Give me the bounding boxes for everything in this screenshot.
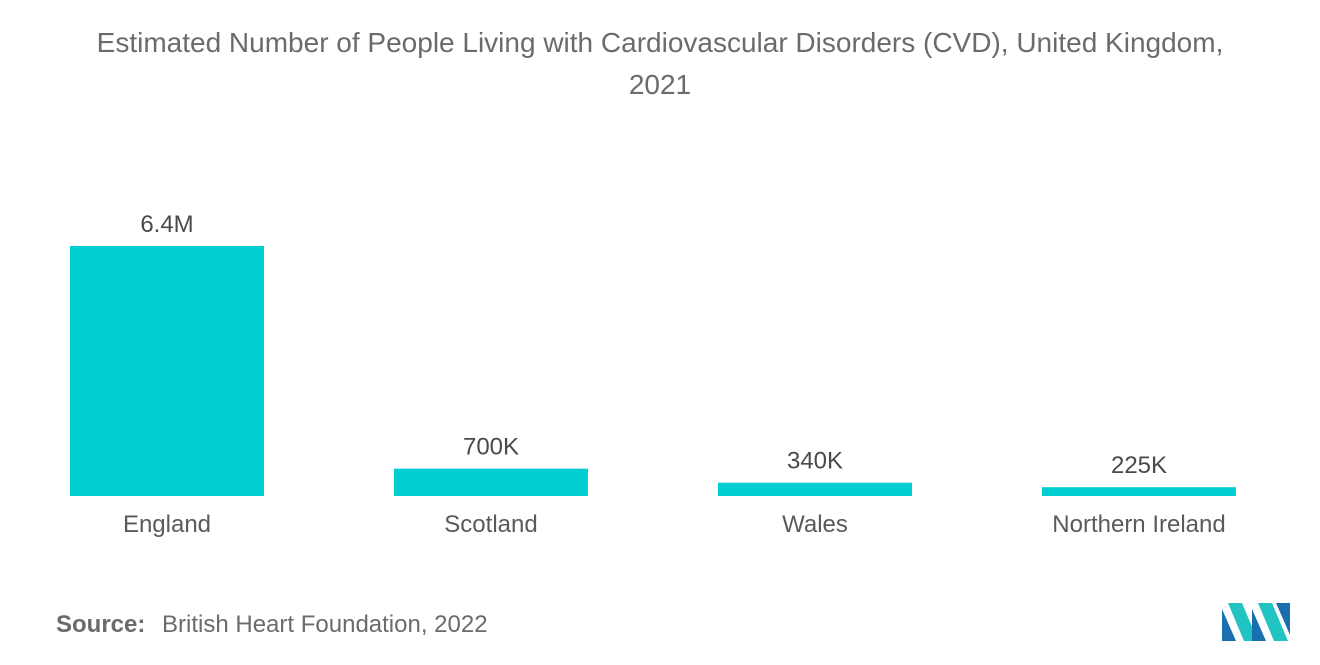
chart-title-line-2: 2021 [628, 69, 692, 100]
bar-wales [718, 482, 912, 496]
x-tick-label: Northern Ireland [1052, 511, 1225, 538]
x-tick-label: Wales [782, 511, 848, 538]
data-label: 700K [463, 434, 519, 461]
x-tick-label: Scotland [444, 511, 537, 538]
chart-title: Estimated Number of People Living with C… [0, 22, 1320, 106]
source-text: British Heart Foundation, 2022 [162, 611, 488, 638]
source-label: Source: [56, 611, 146, 638]
data-label: 6.4M [140, 211, 193, 238]
chart-title-line-1: Estimated Number of People Living with C… [96, 27, 1224, 58]
x-tick-label: England [123, 511, 211, 538]
brand-logo-icon [1222, 603, 1290, 641]
bar-chart: 6.4M England 700K Scotland 340K Wales 225K Nort… [70, 211, 1236, 538]
data-label: 340K [787, 448, 843, 475]
source-note: Source: British Heart Foundation, 2022 [56, 611, 488, 639]
bar-england [70, 246, 264, 496]
bar-northern-ireland [1042, 487, 1236, 496]
bar-scotland [394, 468, 588, 496]
data-label: 225K [1111, 452, 1167, 479]
